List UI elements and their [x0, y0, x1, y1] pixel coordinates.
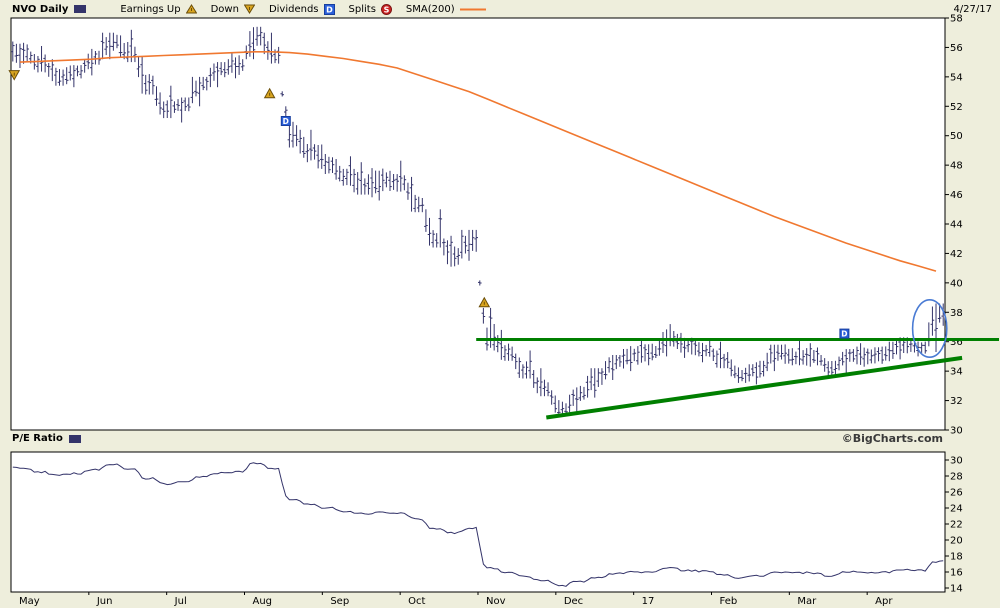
pe-axis-label: 16	[950, 568, 963, 579]
pe-axis-label: 14	[950, 584, 963, 595]
price-axis-label: 52	[950, 102, 963, 113]
legend-item-earnings-down: Down	[211, 4, 255, 15]
dividend-letter: D	[841, 330, 847, 339]
earnings-down-triangle-icon	[243, 4, 255, 14]
event-markers: DD	[8, 70, 850, 339]
pe-axis-label: 26	[950, 488, 963, 499]
support-trendline	[546, 355, 963, 420]
month-label: Sep	[330, 596, 349, 607]
month-label: Oct	[408, 596, 425, 607]
month-label: 17	[642, 596, 655, 607]
month-label: Feb	[720, 596, 738, 607]
dividend-marker: D	[839, 328, 850, 339]
svg-text:D: D	[326, 5, 333, 14]
price-axis-label: 44	[950, 220, 963, 231]
symbol-label: NVO Daily	[12, 3, 87, 15]
month-label: Jun	[96, 596, 113, 607]
price-chart-plot	[10, 17, 946, 431]
pe-axis-label: 18	[950, 552, 963, 563]
legend-label-earnings-down: Down	[210, 3, 239, 15]
pe-y-axis: 30 28 26 24 22 20 18 16 14	[945, 456, 963, 595]
month-label: Jul	[174, 596, 187, 607]
month-label: May	[19, 596, 40, 607]
price-axis-label: 50	[950, 131, 963, 142]
sma200-line	[19, 50, 937, 272]
legend-item-sma: SMA(200)	[406, 4, 486, 15]
legend-label-earnings-up: Earnings Up	[120, 3, 181, 15]
dividend-letter: D	[283, 117, 289, 126]
price-axis-label: 48	[950, 161, 963, 172]
price-axis-label: 34	[950, 367, 963, 378]
pe-ratio-label: P/E Ratio	[12, 433, 63, 444]
pe-axis-label: 28	[950, 472, 963, 483]
legend-item-splits: Splits S	[348, 3, 392, 15]
dividend-marker: D	[280, 116, 291, 126]
price-bars	[10, 26, 946, 417]
svg-text:S: S	[384, 5, 390, 14]
bigcharts-watermark: ©BigCharts.com	[841, 432, 943, 445]
pe-series-swatch	[68, 434, 81, 443]
price-axis-label: 32	[950, 396, 963, 407]
month-label: Mar	[797, 596, 817, 607]
price-axis-label: 56	[950, 43, 963, 54]
splits-icon: S	[380, 3, 392, 15]
date-label: 4/27/17	[953, 3, 992, 15]
month-label: Aug	[253, 596, 273, 607]
month-label: Nov	[486, 596, 506, 607]
price-axis-label: 38	[950, 308, 963, 319]
price-series-swatch	[74, 5, 87, 13]
pe-panel-header: P/E Ratio	[12, 433, 81, 444]
earnings-up-marker	[478, 296, 491, 308]
pe-axis-label: 20	[950, 536, 963, 547]
pe-axis-label: 22	[950, 520, 963, 531]
legend-label-splits: Splits	[348, 3, 376, 15]
dividend-box	[839, 328, 850, 339]
earnings-down-marker	[8, 70, 21, 81]
price-axis-label: 54	[950, 72, 963, 83]
legend-item-dividends: Dividends D	[268, 3, 335, 15]
month-axis: May Jun Jul Aug Sep Oct Nov Dec 17 Feb Mar Apr	[19, 592, 893, 607]
pe-chart-plot	[10, 451, 946, 593]
price-axis-label: 46	[950, 190, 963, 201]
price-axis-label: 30	[950, 426, 963, 437]
price-axis-label: 42	[950, 249, 963, 260]
pe-axis-label: 24	[950, 504, 963, 515]
sma-line-icon	[459, 8, 486, 10]
price-axis-label: 36	[950, 337, 963, 348]
earnings-up-marker	[263, 87, 276, 99]
price-axis-label: 58	[950, 14, 963, 25]
price-y-axis: 58 56 54 52 50 48 46 44 42 40 38 36 34 32 30	[945, 14, 963, 437]
dividend-box	[280, 116, 291, 126]
legend-label-dividends: Dividends	[268, 3, 319, 15]
legend-bar: NVO Daily Earnings Up Down Dividends D	[0, 0, 1000, 17]
symbol-text: NVO Daily	[12, 3, 69, 15]
month-label: Apr	[875, 596, 893, 607]
legend-item-earnings-up: Earnings Up	[120, 3, 197, 15]
legend-label-sma: SMA(200)	[405, 3, 455, 15]
price-axis-label: 40	[950, 278, 963, 289]
dividend-icon: D	[323, 3, 335, 15]
pe-axis-label: 30	[950, 456, 963, 467]
earnings-up-triangle-icon	[185, 4, 197, 14]
pe-ratio-line	[12, 462, 944, 587]
breakout-ellipse	[911, 298, 948, 358]
month-label: Dec	[564, 596, 583, 607]
